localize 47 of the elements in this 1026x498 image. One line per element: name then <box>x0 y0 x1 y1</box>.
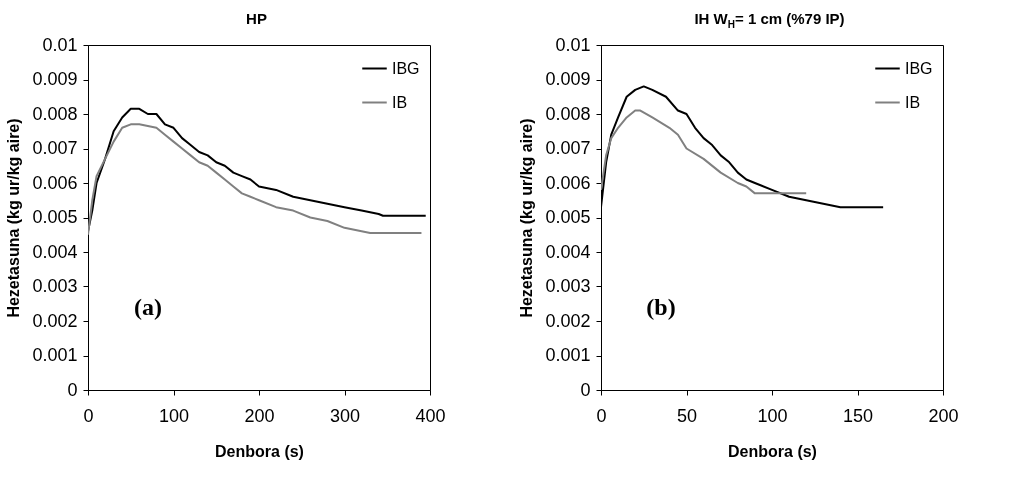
y-tick-label: 0.004 <box>32 241 78 262</box>
annotation: (a) <box>134 294 162 320</box>
annotation: (b) <box>646 294 676 320</box>
chart-title: HP <box>245 9 268 29</box>
y-tick-label: 0.001 <box>32 345 78 365</box>
x-tick-label: 50 <box>676 405 698 426</box>
y-tick-label: 0.004 <box>545 241 591 262</box>
y-tick-label: 0.006 <box>545 172 591 193</box>
x-tick-label: 200 <box>928 405 959 426</box>
y-tick-label: 0.005 <box>32 207 78 227</box>
y-tick-label: 0.006 <box>32 172 78 193</box>
line-series <box>88 123 423 236</box>
x-tick-label: 0 <box>83 405 94 426</box>
y-tick-label: 0 <box>580 379 591 400</box>
legend-label: IBG <box>905 59 933 77</box>
y-tick-label: 0.007 <box>32 138 78 158</box>
y-tick-label: 0.003 <box>32 276 78 296</box>
x-tick-label: 300 <box>329 405 361 426</box>
y-tick-label: 0.002 <box>545 310 591 331</box>
y-tick-label: 0.009 <box>545 69 591 89</box>
y-tick-label: 0.01 <box>555 34 591 55</box>
chart-title: IH W$_{H}$= 1 cm (%79 IP) <box>693 9 846 32</box>
legend-label: IB <box>905 93 921 111</box>
y-tick-label: 0 <box>67 379 78 400</box>
x-tick-label: 400 <box>415 405 446 426</box>
y-tick-label: 0.001 <box>545 345 591 365</box>
y-tick-label: 0.003 <box>545 276 591 296</box>
line-series <box>601 109 808 195</box>
y-tick-label: 0.008 <box>32 103 78 124</box>
x-axis-title: Denbora (s) <box>215 442 304 460</box>
x-tick-label: 100 <box>158 405 190 426</box>
y-tick-label: 0.01 <box>42 34 78 55</box>
x-tick-label: 0 <box>596 405 607 426</box>
legend-label: IB <box>392 93 408 111</box>
x-tick-label: 150 <box>842 405 874 426</box>
y-tick-label: 0.002 <box>32 310 78 331</box>
line-series <box>601 85 885 209</box>
legend-label: IBG <box>392 59 420 77</box>
y-tick-label: 0.005 <box>545 207 591 227</box>
y-axis-title: Hezetasuna (kg ur/kg aire) <box>5 118 23 318</box>
x-tick-label: 200 <box>244 405 275 426</box>
x-axis-title: Denbora (s) <box>728 442 817 460</box>
y-tick-label: 0.009 <box>32 69 78 89</box>
y-tick-label: 0.007 <box>545 138 591 158</box>
y-axis-title: Hezetasuna (kg ur/kg aire) <box>518 118 536 318</box>
y-tick-label: 0.008 <box>545 103 591 124</box>
x-tick-label: 100 <box>757 405 788 426</box>
